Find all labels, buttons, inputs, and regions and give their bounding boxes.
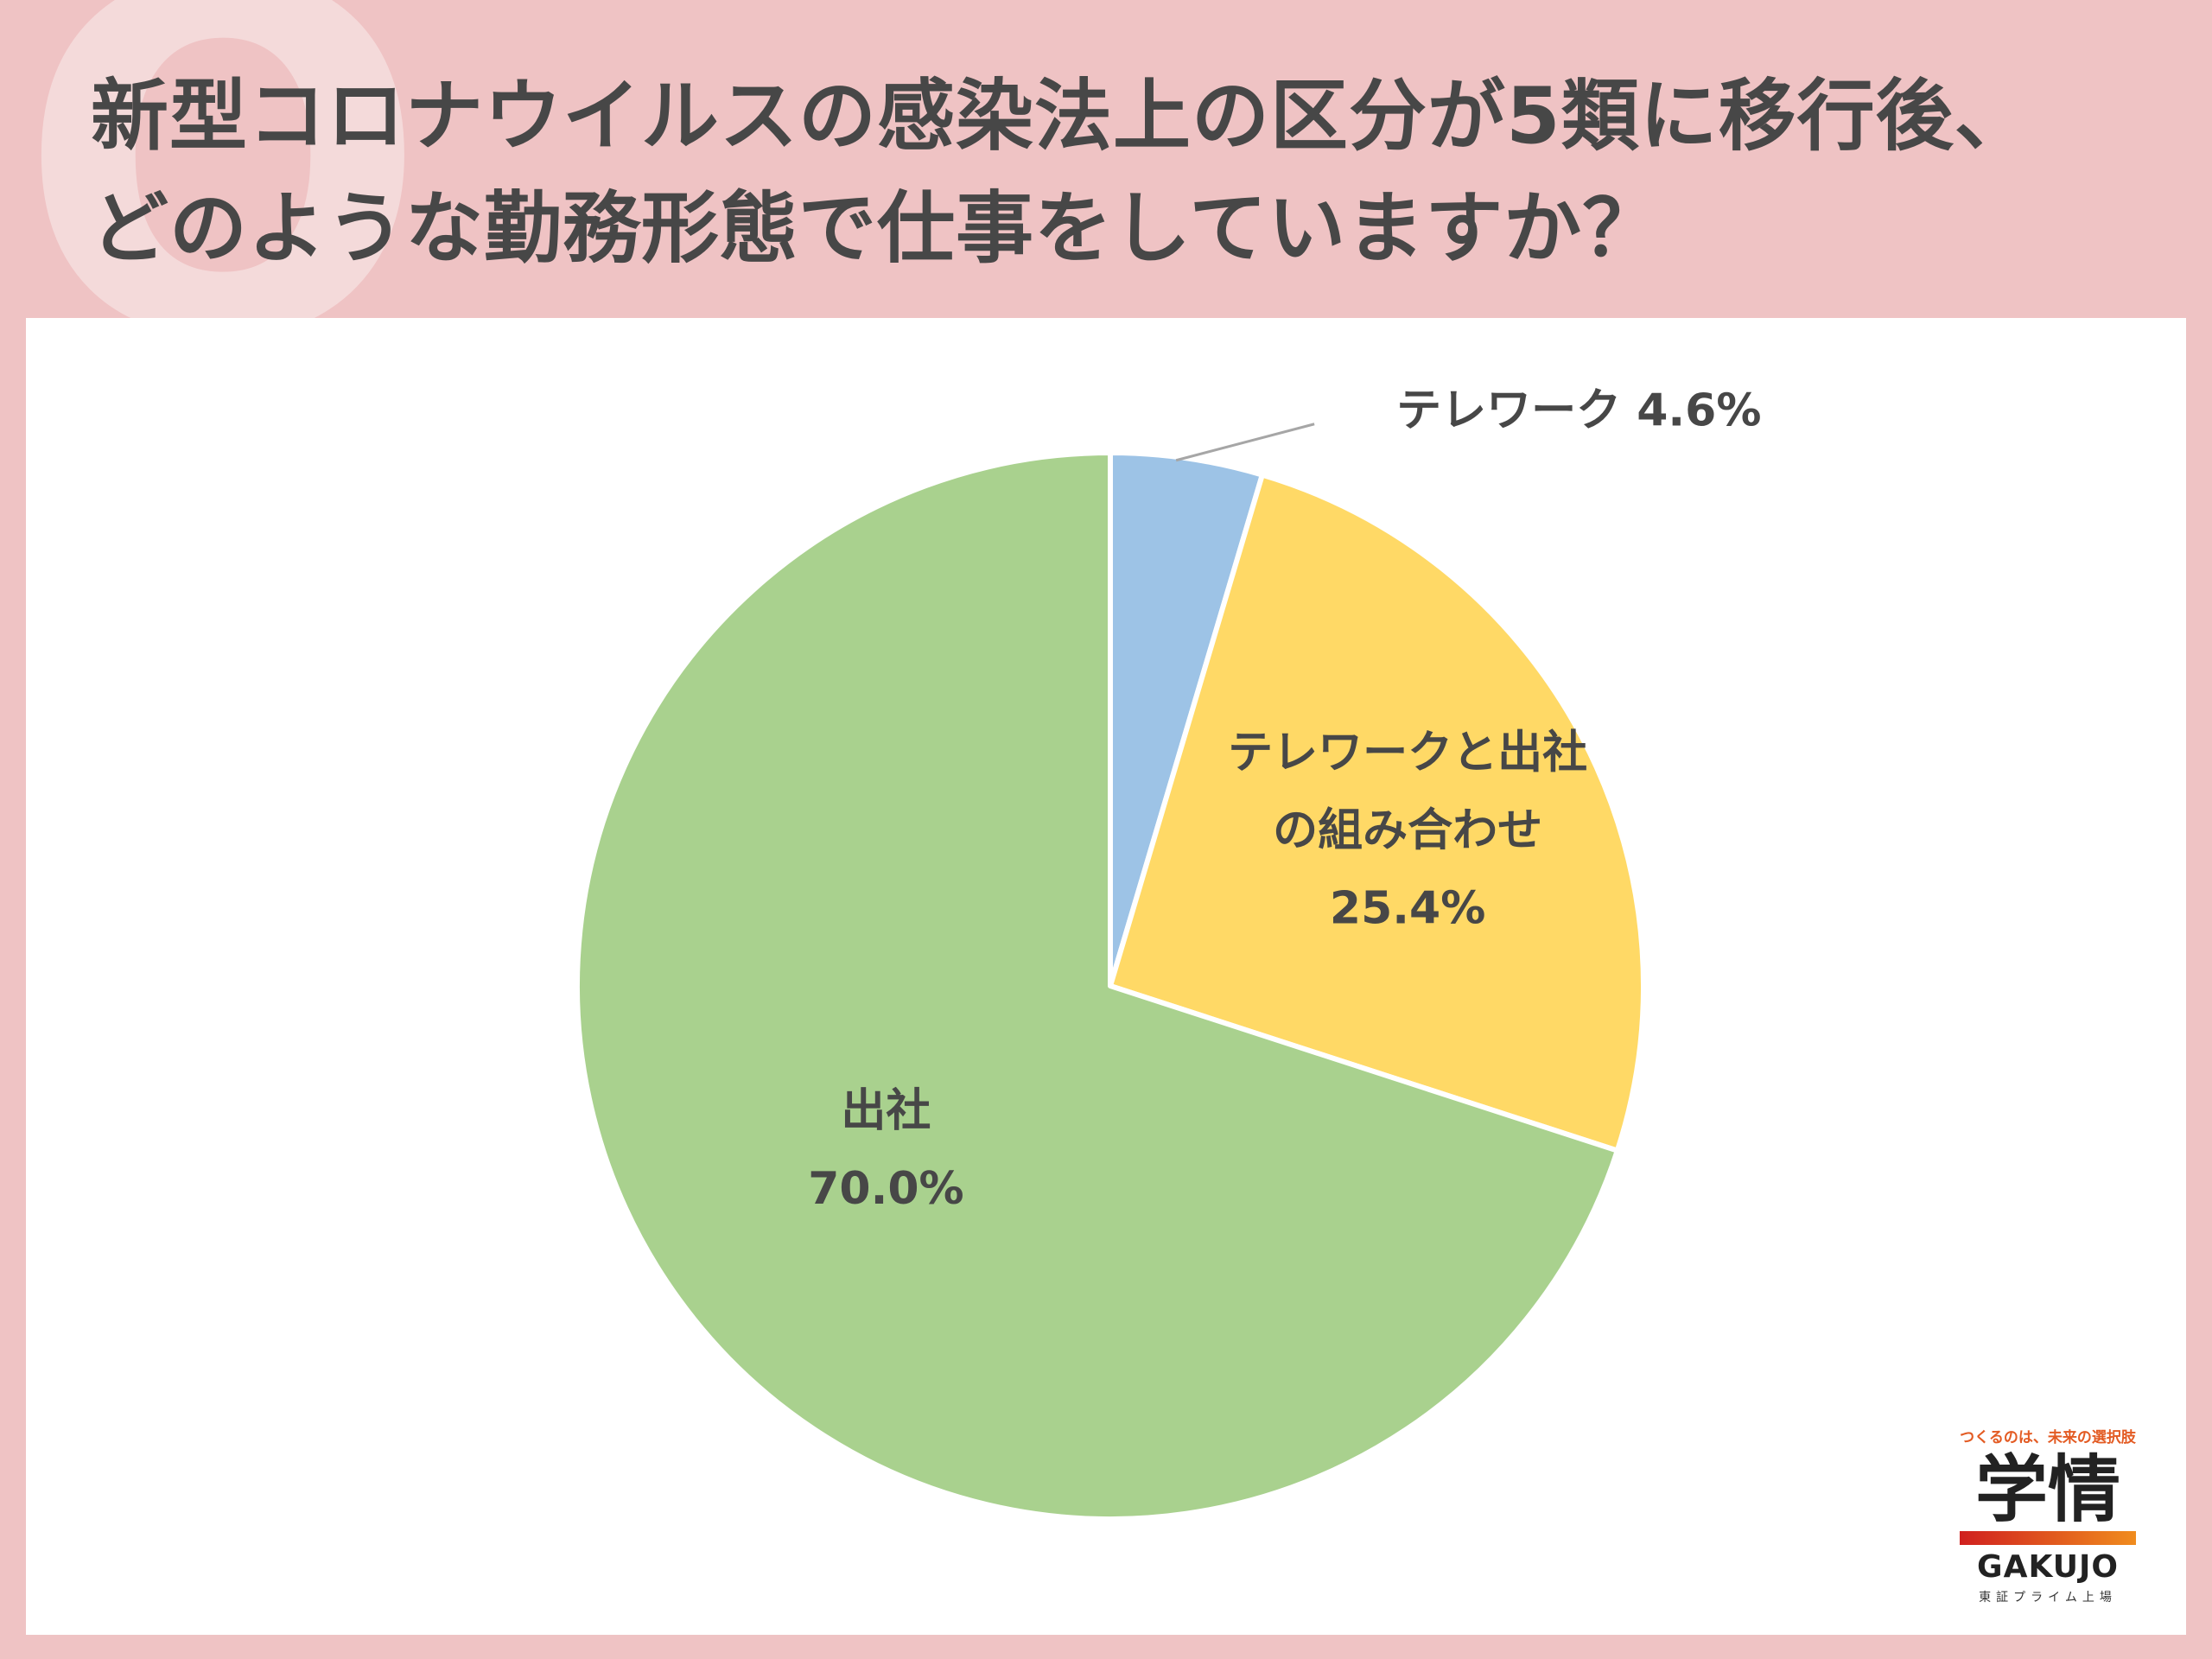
slice-label-2-line-1: 70.0% bbox=[808, 1163, 963, 1215]
pie-slice-1 bbox=[1108, 472, 1646, 1154]
slice-label-2-line-0: 出社 bbox=[841, 1085, 931, 1137]
slice-label-1-line-1: の組み合わせ bbox=[1273, 804, 1542, 856]
leader-line-telework bbox=[1175, 423, 1315, 462]
logo-name-en: GAKUJO bbox=[1977, 1549, 2119, 1586]
pie-slice-2 bbox=[575, 450, 1620, 1522]
slice-label-1-line-2: 25.4% bbox=[1330, 882, 1485, 934]
gakujo-logo: つくるのは、未来の選択肢 学情 GAKUJO 東証プライム上場 bbox=[1953, 1425, 2143, 1605]
title-line-2: どのような勤務形態で仕事をしていますか？ bbox=[91, 183, 1662, 274]
pie-slices bbox=[575, 450, 1646, 1522]
title-line-1: 新型コロナウイルスの感染法上の区分が5類に移行後、 bbox=[91, 71, 2033, 162]
logo-sub: 東証プライム上場 bbox=[1979, 1591, 2117, 1605]
logo-mark: 学情 bbox=[1974, 1447, 2120, 1533]
page-title: 新型コロナウイルスの感染法上の区分が5類に移行後、 どのような勤務形態で仕事をし… bbox=[91, 60, 2182, 285]
chart-panel: テレワーク 4.6% テレワークと出社 の組み合わせ 25.4% 出社 70.0% bbox=[26, 318, 2186, 1635]
logo-bar bbox=[1960, 1531, 2136, 1546]
logo-tagline: つくるのは、未来の選択肢 bbox=[1960, 1429, 2136, 1447]
slice-label-1-line-0: テレワークと出社 bbox=[1228, 727, 1587, 779]
slice-label-0: テレワーク 4.6% bbox=[1396, 385, 1761, 437]
